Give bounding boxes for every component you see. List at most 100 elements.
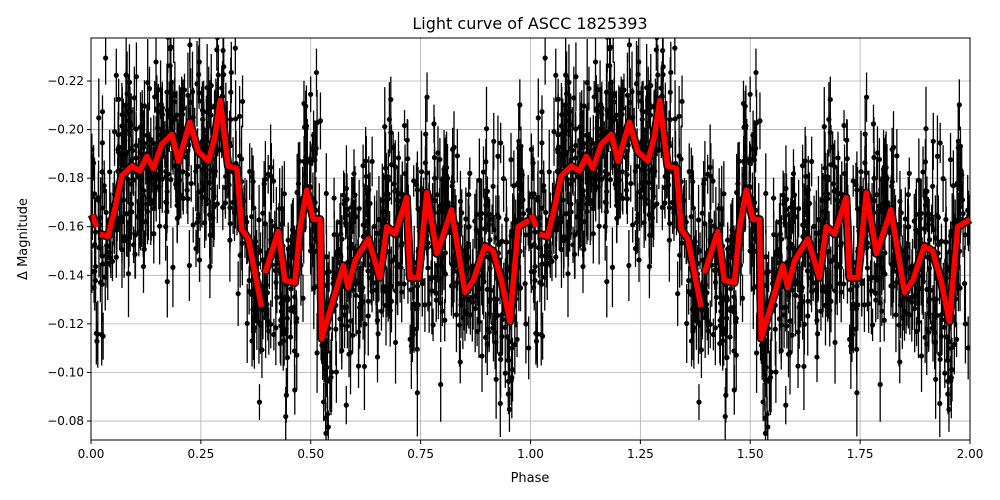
data-point (577, 124, 583, 130)
data-point (482, 226, 488, 232)
data-point (795, 363, 801, 369)
x-tick-label: 0.50 (297, 447, 324, 461)
data-point (553, 226, 559, 233)
data-point (801, 321, 807, 327)
data-point (938, 238, 945, 244)
data-point (721, 191, 727, 197)
data-point (352, 192, 358, 198)
model-curve-line (528, 213, 539, 228)
data-point (633, 81, 640, 87)
x-tick-label: 0.75 (407, 447, 434, 461)
data-point (906, 170, 912, 176)
data-point (712, 325, 718, 331)
data-point (148, 136, 154, 143)
data-point (483, 159, 489, 165)
data-point (256, 217, 262, 223)
data-point (710, 178, 716, 184)
data-point (918, 353, 925, 359)
data-point (516, 138, 522, 144)
data-point (176, 122, 182, 128)
data-point (573, 143, 579, 149)
data-point (265, 171, 271, 177)
data-point (268, 164, 274, 170)
data-point (168, 125, 174, 131)
data-point (433, 297, 439, 303)
data-point (146, 86, 153, 92)
data-point (91, 191, 98, 197)
data-point (956, 102, 962, 108)
data-point (273, 279, 279, 286)
data-point (271, 331, 277, 338)
data-point (731, 309, 737, 315)
data-point (611, 90, 617, 97)
data-point (725, 237, 731, 243)
data-point (820, 288, 826, 294)
data-point (158, 126, 165, 132)
data-point (757, 118, 763, 124)
data-point (309, 246, 315, 252)
data-point (414, 346, 420, 352)
data-point (802, 158, 808, 164)
data-point (262, 176, 268, 182)
data-point (608, 80, 614, 86)
data-point (331, 195, 337, 201)
data-point (566, 118, 572, 124)
data-point (539, 140, 545, 146)
data-point (948, 375, 954, 381)
data-point (890, 263, 897, 269)
data-point (602, 199, 608, 205)
data-point (619, 169, 625, 175)
data-point (123, 211, 130, 217)
data-point (814, 317, 820, 323)
data-point (921, 226, 927, 232)
data-point (493, 376, 499, 382)
data-point (556, 220, 562, 226)
data-point (355, 329, 362, 335)
data-point (696, 399, 702, 405)
data-point (194, 219, 200, 226)
data-point (763, 282, 769, 288)
data-point (830, 144, 836, 151)
data-point (520, 210, 527, 217)
data-point (220, 72, 227, 78)
data-point (676, 113, 682, 119)
data-point (585, 195, 591, 201)
data-point (502, 324, 508, 330)
data-point (434, 192, 440, 198)
data-point (326, 269, 332, 275)
data-point (391, 181, 397, 187)
data-point (185, 196, 191, 202)
data-point (777, 231, 783, 237)
data-point (442, 250, 448, 256)
data-point (783, 185, 789, 192)
data-point (111, 129, 118, 135)
y-tick-label: −0.14 (47, 268, 84, 282)
data-point (956, 178, 962, 184)
data-point (325, 424, 331, 430)
data-point (178, 192, 184, 198)
data-point (699, 210, 705, 216)
data-point (499, 333, 505, 340)
data-point (232, 45, 238, 51)
data-point (783, 212, 789, 218)
data-point (822, 165, 828, 171)
data-point (933, 376, 939, 382)
data-point (805, 313, 811, 319)
data-point (126, 110, 132, 117)
data-point (717, 300, 724, 306)
data-point (177, 177, 183, 183)
data-point (607, 125, 614, 131)
data-point (581, 246, 587, 252)
data-point (808, 288, 815, 295)
data-point (893, 312, 899, 318)
y-tick-label: −0.20 (47, 123, 84, 137)
data-point (874, 192, 880, 198)
data-point (667, 89, 673, 95)
data-point (292, 309, 298, 315)
data-point (924, 286, 930, 293)
data-point (168, 80, 174, 86)
data-point (562, 102, 569, 108)
data-point (820, 208, 826, 215)
data-point (517, 102, 523, 108)
